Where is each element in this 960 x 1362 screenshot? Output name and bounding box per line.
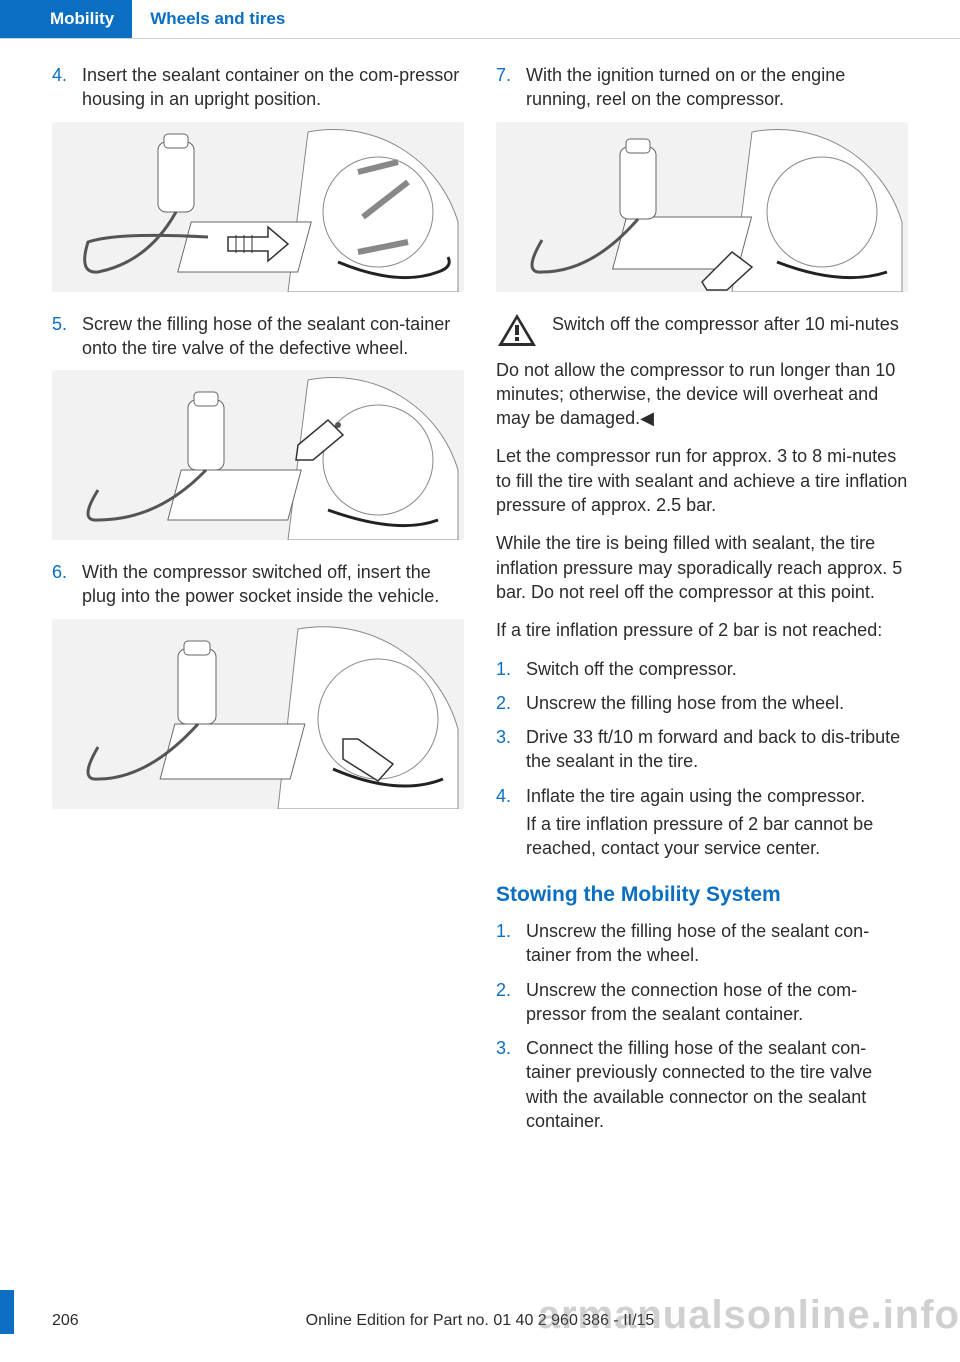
warning-row: Switch off the compressor after 10 mi‐nu…: [496, 312, 908, 348]
illustration-2: [52, 370, 464, 540]
illustration-4: [496, 122, 908, 292]
step-number: 1.: [496, 657, 516, 681]
paragraph: Let the compressor run for approx. 3 to …: [496, 444, 908, 517]
step-4: 4. Insert the sealant container on the c…: [52, 63, 464, 112]
left-column: 4. Insert the sealant container on the c…: [52, 63, 464, 1143]
step-text: Switch off the compressor.: [526, 657, 737, 681]
substep-4-note: If a tire inflation pressure of 2 bar ca…: [496, 812, 908, 861]
step-text: Screw the filling hose of the sealant co…: [82, 312, 464, 361]
paragraph: If a tire inflation pressure of 2 bar is…: [496, 618, 908, 642]
stow-2: 2. Unscrew the connection hose of the co…: [496, 978, 908, 1027]
step-text: With the ignition turned on or the engin…: [526, 63, 908, 112]
step-number: 4.: [52, 63, 72, 112]
step-text: Drive 33 ft/10 m forward and back to dis…: [526, 725, 908, 774]
section-title: Stowing the Mobility System: [496, 881, 908, 909]
right-column: 7. With the ignition turned on or the en…: [496, 63, 908, 1143]
header-rule: [0, 38, 960, 39]
step-number: 6.: [52, 560, 72, 609]
step-number: 7.: [496, 63, 516, 112]
step-number: 5.: [52, 312, 72, 361]
substep-3: 3. Drive 33 ft/10 m forward and back to …: [496, 725, 908, 774]
illustration-1: [52, 122, 464, 292]
step-text: Inflate the tire again using the compres…: [526, 784, 865, 808]
paragraph: While the tire is being filled with seal…: [496, 531, 908, 604]
step-number: 3.: [496, 1036, 516, 1133]
illustration-3: [52, 619, 464, 809]
step-number: 2.: [496, 978, 516, 1027]
step-7: 7. With the ignition turned on or the en…: [496, 63, 908, 112]
step-text: Insert the sealant container on the com‐…: [82, 63, 464, 112]
substep-1: 1. Switch off the compressor.: [496, 657, 908, 681]
spacer: [496, 812, 516, 861]
watermark: armanualsonline.info: [538, 1288, 960, 1342]
step-number: 3.: [496, 725, 516, 774]
header-tab-inactive: Wheels and tires: [132, 0, 303, 38]
step-number: 2.: [496, 691, 516, 715]
step-text: Unscrew the filling hose of the sealant …: [526, 919, 908, 968]
warning-title: Switch off the compressor after 10 mi‐nu…: [552, 312, 899, 348]
step-text: Unscrew the connection hose of the com‐p…: [526, 978, 908, 1027]
step-text: Unscrew the filling hose from the wheel.: [526, 691, 844, 715]
step-text: With the compressor switched off, insert…: [82, 560, 464, 609]
warning-body: Do not allow the compressor to run longe…: [496, 358, 908, 431]
step-number: 1.: [496, 919, 516, 968]
step-text: Connect the filling hose of the sealant …: [526, 1036, 908, 1133]
header-tab-active: Mobility: [0, 0, 132, 38]
step-6: 6. With the compressor switched off, ins…: [52, 560, 464, 609]
stow-3: 3. Connect the filling hose of the seala…: [496, 1036, 908, 1133]
step-number: 4.: [496, 784, 516, 808]
page-header: Mobility Wheels and tires: [0, 0, 960, 38]
content-columns: 4. Insert the sealant container on the c…: [0, 63, 960, 1143]
warning-icon: [496, 312, 538, 348]
stow-1: 1. Unscrew the filling hose of the seala…: [496, 919, 908, 968]
substep-2: 2. Unscrew the filling hose from the whe…: [496, 691, 908, 715]
step-5: 5. Screw the filling hose of the sealant…: [52, 312, 464, 361]
substep-4: 4. Inflate the tire again using the comp…: [496, 784, 908, 808]
step-note: If a tire inflation pressure of 2 bar ca…: [526, 812, 908, 861]
